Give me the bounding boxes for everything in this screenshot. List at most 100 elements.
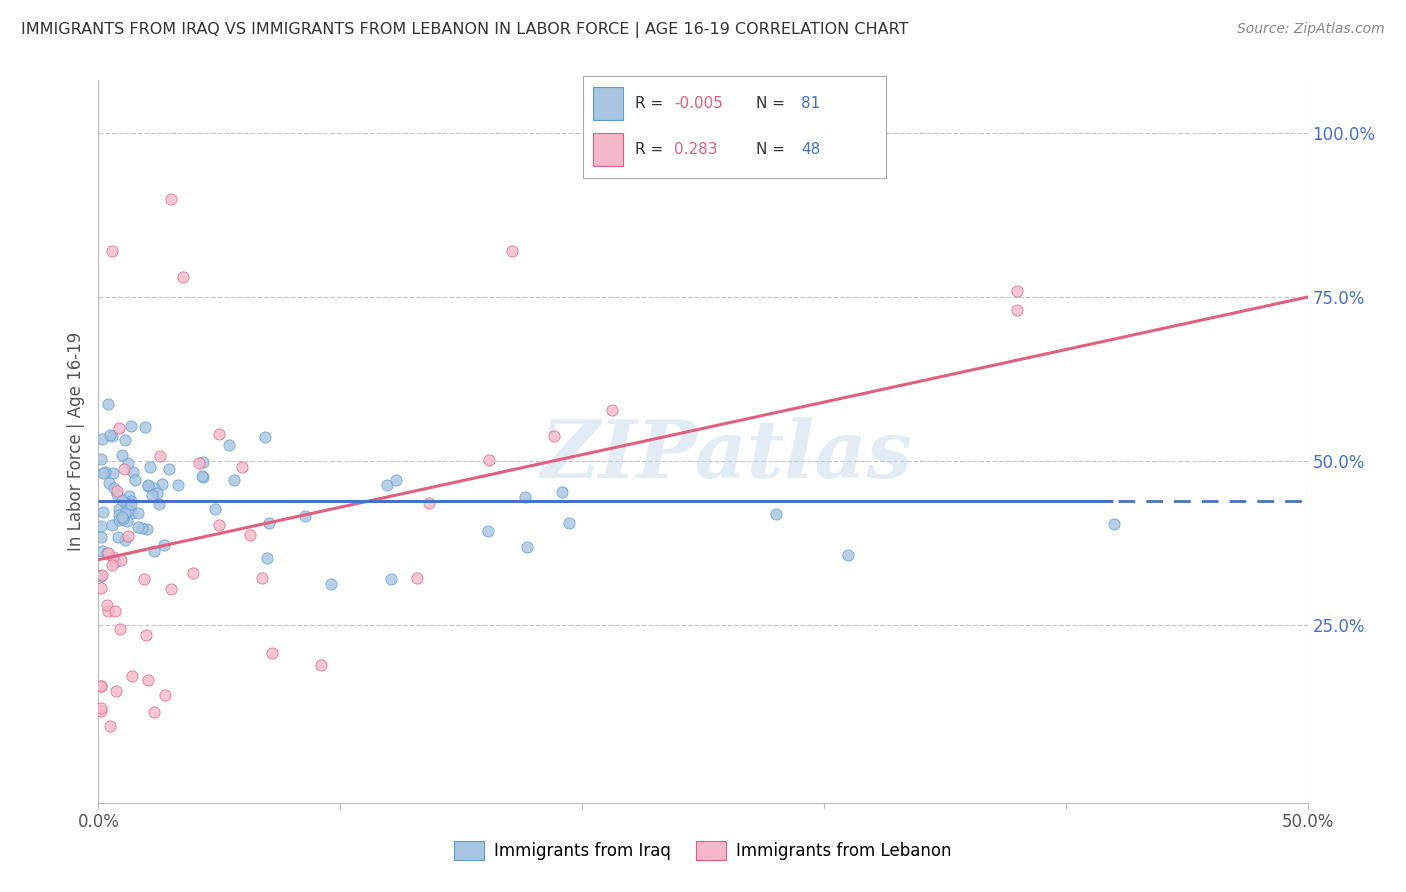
Point [90, 704, 112, 718]
Point [141, 488, 163, 502]
Point [108, 622, 131, 636]
Point [142, 481, 165, 495]
Text: ZIPatlas: ZIPatlas [541, 417, 914, 495]
Point [134, 420, 156, 434]
Point [153, 538, 176, 552]
Point [1102, 516, 1125, 531]
Point [257, 516, 280, 531]
Text: -0.005: -0.005 [675, 96, 723, 111]
Point [97, 546, 120, 560]
Point [127, 520, 149, 534]
Legend: Immigrants from Iraq, Immigrants from Lebanon: Immigrants from Iraq, Immigrants from Le… [447, 834, 959, 867]
Point [114, 433, 136, 447]
Point [90, 569, 112, 583]
Point [120, 497, 142, 511]
Text: 0.283: 0.283 [675, 142, 717, 157]
Point [380, 572, 402, 586]
Point [108, 421, 131, 435]
Point [262, 646, 284, 660]
Point [91, 467, 114, 481]
Point [181, 566, 204, 581]
Point [100, 244, 122, 258]
Point [97, 475, 120, 490]
Point [121, 669, 143, 683]
Point [204, 502, 226, 516]
Point [103, 482, 125, 496]
Point [98, 428, 121, 442]
Point [187, 456, 209, 470]
Point [104, 604, 127, 618]
Point [239, 528, 262, 542]
Point [101, 558, 124, 572]
Point [253, 430, 276, 444]
Point [418, 496, 440, 510]
Point [501, 244, 523, 258]
Point [375, 478, 398, 492]
Point [150, 476, 173, 491]
Point [121, 506, 143, 520]
Point [166, 477, 188, 491]
Point [138, 478, 160, 492]
Point [837, 548, 859, 562]
Point [90, 701, 112, 715]
Point [115, 514, 138, 528]
Text: Source: ZipAtlas.com: Source: ZipAtlas.com [1237, 22, 1385, 37]
Point [208, 426, 231, 441]
Y-axis label: In Labor Force | Age 16-19: In Labor Force | Age 16-19 [66, 332, 84, 551]
Point [118, 489, 141, 503]
Point [111, 510, 134, 524]
Point [110, 449, 132, 463]
Point [191, 470, 214, 484]
Point [111, 492, 134, 507]
Point [136, 479, 159, 493]
Point [384, 473, 406, 487]
Point [146, 485, 169, 500]
Point [90, 581, 112, 595]
Point [294, 509, 316, 524]
Point [91, 505, 114, 519]
Point [122, 465, 145, 479]
Point [101, 517, 124, 532]
Point [309, 657, 332, 672]
Point [112, 462, 135, 476]
Point [478, 453, 501, 467]
Point [172, 270, 194, 285]
Point [190, 469, 212, 483]
Point [90, 432, 112, 446]
Point [160, 192, 183, 206]
Bar [592, 133, 623, 166]
Text: 81: 81 [801, 96, 820, 111]
Point [191, 455, 214, 469]
Point [321, 577, 343, 591]
Point [516, 540, 538, 554]
Point [159, 582, 181, 597]
Point [107, 508, 129, 523]
Point [139, 460, 162, 475]
Point [136, 673, 159, 687]
Point [98, 719, 121, 733]
Point [1007, 303, 1029, 318]
Point [132, 572, 155, 586]
Point [256, 550, 278, 565]
Point [90, 518, 112, 533]
Point [90, 568, 112, 582]
Point [117, 529, 139, 543]
Point [96, 598, 118, 612]
Point [96, 546, 118, 560]
Point [103, 466, 125, 480]
Point [218, 438, 240, 452]
Bar [592, 87, 623, 120]
Point [208, 517, 231, 532]
Point [112, 507, 135, 521]
Point [148, 497, 170, 511]
Point [1007, 284, 1029, 298]
Point [250, 571, 273, 585]
Point [114, 533, 136, 547]
Point [90, 544, 112, 558]
Point [108, 501, 131, 516]
Point [107, 531, 129, 545]
Point [114, 506, 136, 520]
Point [117, 457, 139, 471]
Point [127, 507, 149, 521]
Point [153, 688, 176, 702]
